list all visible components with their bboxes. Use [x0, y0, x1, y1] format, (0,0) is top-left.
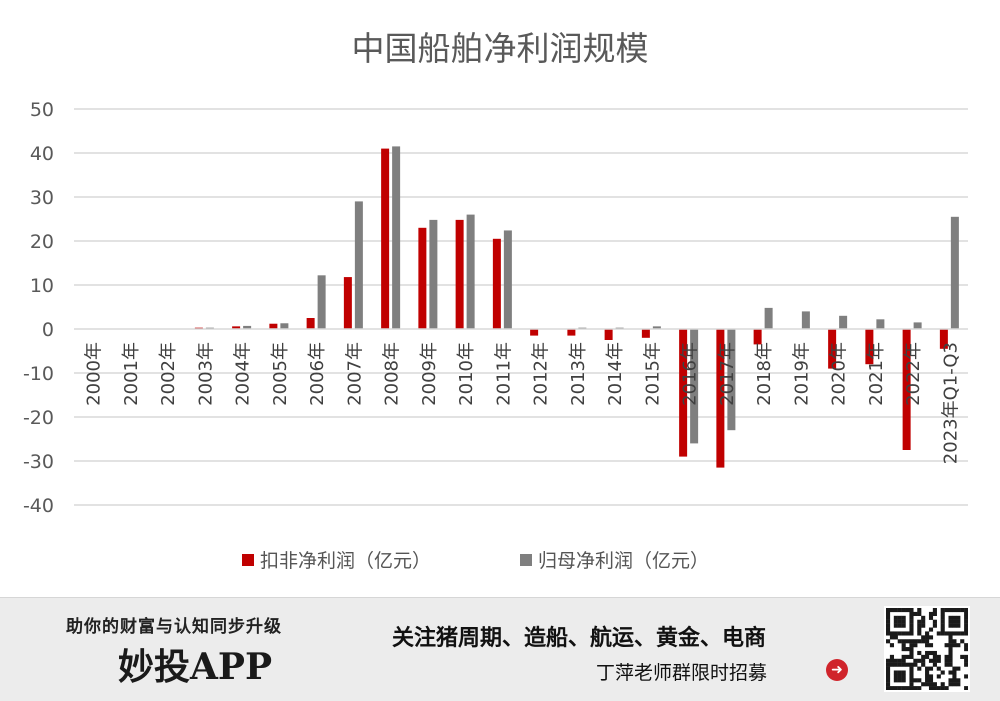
x-tick-label: 2012年 [531, 342, 552, 406]
x-tick-label: 2008年 [382, 342, 403, 406]
y-tick-label: 40 [30, 143, 54, 165]
bar-koufei [753, 329, 762, 345]
x-tick-label: 2001年 [121, 342, 142, 406]
banner-slogan: 助你的财富与认知同步升级 [66, 617, 282, 637]
x-tick-label: 2010年 [456, 342, 477, 406]
y-tick-label: -10 [23, 363, 54, 385]
x-tick-label: 2016年 [680, 342, 701, 406]
y-tick-label: 20 [30, 231, 54, 253]
x-tick-label: 2022年 [903, 342, 924, 406]
bar-guimu [727, 329, 736, 431]
bar-koufei [902, 329, 911, 450]
brand-logo-text: 妙投APP [118, 646, 273, 688]
y-tick-label: -40 [23, 495, 54, 517]
legend-label-guimu: 归母净利润（亿元） [538, 550, 710, 572]
y-tick-label: -20 [23, 407, 54, 429]
bar-koufei [343, 277, 352, 329]
bar-guimu [317, 275, 326, 329]
bar-koufei [641, 329, 650, 338]
bar-guimu [950, 216, 959, 329]
bar-koufei [455, 219, 464, 329]
bar-guimu [690, 329, 699, 444]
x-tick-label: 2021年 [866, 342, 887, 406]
bar-guimu [392, 146, 401, 329]
x-tick-label: 2013年 [568, 342, 589, 406]
y-tick-label: 10 [30, 275, 54, 297]
bar-guimu [913, 322, 922, 329]
legend-item-koufei: 扣非净利润（亿元） [242, 546, 431, 573]
bar-chart: 中国船舶净利润规模 50 40 30 20 10 0 -10 -20 -30 -40 2000年 200… [23, 29, 968, 517]
bar-guimu [280, 323, 289, 329]
bar-guimu [243, 325, 252, 329]
x-tick-label: 2015年 [642, 342, 663, 406]
qr-code-icon [884, 606, 970, 692]
x-tick-label: 2019年 [791, 342, 812, 406]
bar-koufei [716, 329, 725, 468]
legend-swatch-red [242, 553, 254, 566]
x-tick-label: 2004年 [233, 342, 254, 406]
bar-koufei [381, 148, 390, 329]
banner-headline: 关注猪周期、造船、航运、黄金、电商 [392, 626, 767, 651]
legend: 扣非净利润（亿元） 归母净利润（亿元） [0, 546, 1000, 573]
legend-item-guimu: 归母净利润（亿元） [520, 546, 709, 573]
x-tick-label: 2017年 [717, 342, 738, 406]
x-tick-label: 2006年 [307, 342, 328, 406]
chart-title: 中国船舶净利润规模 [352, 29, 649, 68]
bar-koufei [306, 318, 315, 329]
bar-koufei [828, 329, 837, 369]
promo-banner: 助你的财富与认知同步升级 妙投APP 关注猪周期、造船、航运、黄金、电商 丁萍老… [0, 597, 1000, 701]
x-tick-label: 2023年Q1-Q3 [940, 342, 961, 464]
x-tick-label: 2005年 [270, 342, 291, 406]
chart-area: 中国船舶净利润规模 50 40 30 20 10 0 -10 -20 -30 -40 2000年 200… [0, 29, 1000, 573]
bar-guimu [652, 326, 661, 329]
x-tick-label: 2018年 [754, 342, 775, 406]
bar-guimu [839, 315, 848, 329]
y-tick-label: 50 [30, 99, 54, 121]
bar-koufei [232, 326, 241, 329]
bar-koufei [939, 329, 948, 349]
bar-guimu [466, 214, 475, 329]
bar-guimu [764, 307, 773, 329]
bar-koufei [418, 227, 427, 329]
bar-koufei [530, 329, 539, 336]
y-tick-label: 0 [42, 319, 54, 341]
bar-koufei [604, 329, 613, 340]
y-tick-label: -30 [23, 451, 54, 473]
x-tick-label: 2014年 [605, 342, 626, 406]
legend-label-koufei: 扣非净利润（亿元） [260, 550, 432, 572]
bar-guimu [801, 311, 810, 329]
bar-koufei [492, 238, 501, 329]
bar-guimu [429, 219, 438, 329]
bar-guimu [876, 319, 885, 329]
x-tick-label: 2003年 [195, 342, 216, 406]
x-tick-label: 2002年 [158, 342, 179, 406]
bar-guimu [503, 230, 512, 329]
bar-koufei [679, 329, 688, 457]
bar-koufei [269, 323, 278, 329]
x-tick-label: 2011年 [493, 342, 514, 406]
arrow-right-icon[interactable]: ➜ [826, 659, 848, 681]
x-tick-label: 2007年 [344, 342, 365, 406]
bar-koufei [567, 329, 576, 336]
x-tick-label: 2000年 [84, 342, 105, 406]
bar-guimu [354, 201, 363, 329]
legend-swatch-gray [520, 553, 532, 566]
x-tick-label: 2020年 [829, 342, 850, 406]
x-tick-label: 2009年 [419, 342, 440, 406]
banner-recruit-text: 丁萍老师群限时招募 [596, 662, 768, 684]
bar-koufei [865, 329, 874, 365]
y-tick-label: 30 [30, 187, 54, 209]
